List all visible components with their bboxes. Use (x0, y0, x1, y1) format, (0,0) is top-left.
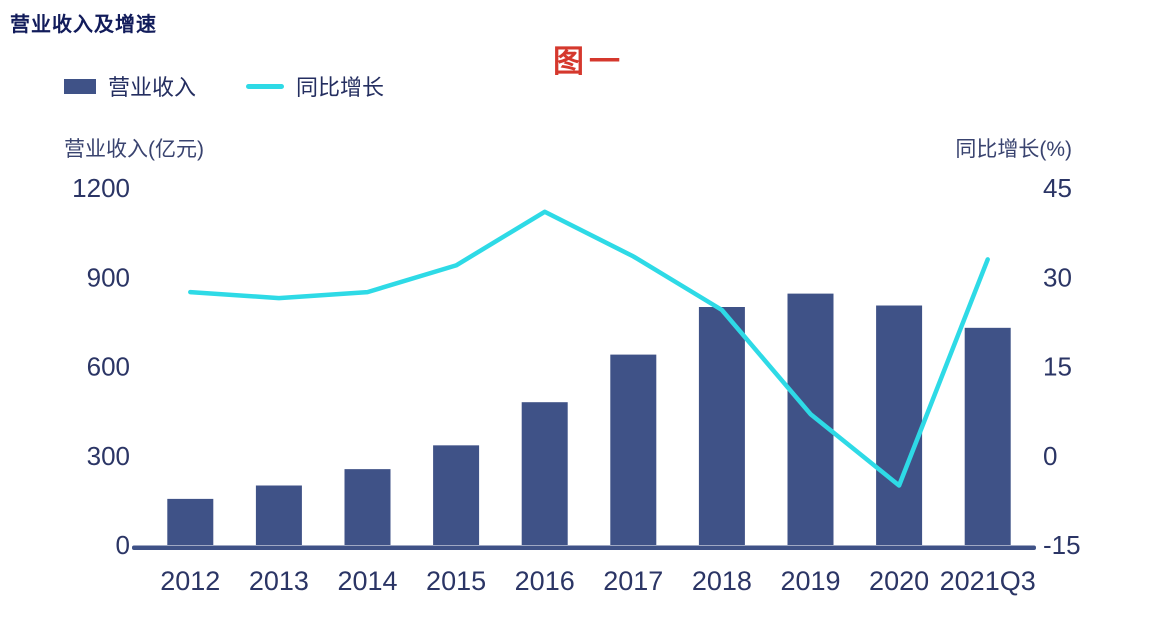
x-axis-label-2021Q3: 2021Q3 (940, 566, 1036, 596)
x-axis-label-2013: 2013 (249, 566, 309, 596)
right-axis-tick-label: 30 (1043, 262, 1072, 292)
bar-2018 (698, 307, 745, 545)
right-axis-tick-label: 45 (1043, 173, 1072, 203)
right-axis-tick-label: 0 (1043, 441, 1057, 471)
right-axis-tick-label: -15 (1043, 530, 1081, 560)
bar-2014 (344, 469, 391, 545)
bar-2017 (610, 354, 657, 545)
left-axis-tick-label: 900 (87, 262, 130, 292)
left-axis-tick-label: 0 (116, 530, 130, 560)
legend-label-growth: 同比增长 (296, 75, 385, 100)
x-axis-label-2016: 2016 (515, 566, 575, 596)
chart-svg: 1200 900 600 300 0 45 30 15 0 -15 2012 2013 2014 2015… (72, 173, 1081, 596)
line-swatch-icon (246, 83, 285, 89)
figure-label: 图一 (553, 44, 625, 79)
bar-2013 (255, 485, 302, 545)
x-axis-label-2018: 2018 (692, 566, 752, 596)
bar-2019 (787, 293, 834, 545)
legend-item-revenue: 营业收入 (64, 70, 196, 102)
bar-2015 (433, 445, 480, 545)
x-axis-label-2012: 2012 (160, 566, 220, 596)
x-axis-label-2015: 2015 (426, 566, 486, 596)
x-axis-line (132, 545, 1036, 550)
legend: 营业收入 同比增长 (64, 72, 420, 100)
chart-area: 1200 900 600 300 0 45 30 15 0 -15 2012 2013 2014 2015… (0, 160, 1162, 612)
bar-2020 (876, 305, 923, 545)
x-axis-label-2019: 2019 (780, 566, 840, 596)
left-axis-tick-label: 300 (87, 441, 130, 471)
x-axis-label-2017: 2017 (603, 566, 663, 596)
right-axis-tick-label: 15 (1043, 352, 1072, 382)
left-axis-title: 营业收入(亿元) (64, 138, 204, 161)
bar-2021Q3 (964, 327, 1011, 545)
page-title: 营业收入及增速 (10, 14, 157, 36)
growth-line (188, 209, 990, 488)
bar-2012 (167, 498, 214, 545)
bar-2016 (521, 402, 568, 545)
x-axis-label-2020: 2020 (869, 566, 929, 596)
legend-item-growth: 同比增长 (246, 70, 384, 102)
left-axis-tick-label: 600 (87, 352, 130, 382)
bar-swatch-icon (64, 78, 96, 94)
x-axis-label-2014: 2014 (337, 566, 397, 596)
legend-label-revenue: 营业收入 (108, 75, 197, 100)
left-axis-tick-label: 1200 (72, 173, 130, 203)
right-axis-title: 同比增长(%) (955, 138, 1072, 161)
